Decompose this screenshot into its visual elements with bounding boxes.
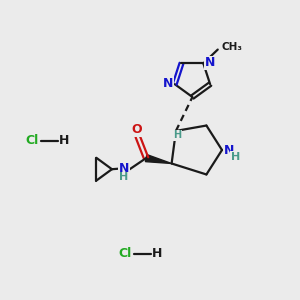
Text: Cl: Cl xyxy=(118,247,131,260)
Text: Cl: Cl xyxy=(25,134,38,148)
Text: CH₃: CH₃ xyxy=(221,42,242,52)
Text: O: O xyxy=(132,123,142,136)
Text: H: H xyxy=(59,134,70,148)
Polygon shape xyxy=(146,154,172,164)
Text: N: N xyxy=(163,77,173,90)
Text: N: N xyxy=(205,56,215,69)
Text: H: H xyxy=(119,172,128,182)
Text: H: H xyxy=(152,247,163,260)
Text: N: N xyxy=(224,143,234,157)
Text: N: N xyxy=(119,162,129,175)
Text: H: H xyxy=(231,152,240,162)
Text: H: H xyxy=(173,130,181,140)
